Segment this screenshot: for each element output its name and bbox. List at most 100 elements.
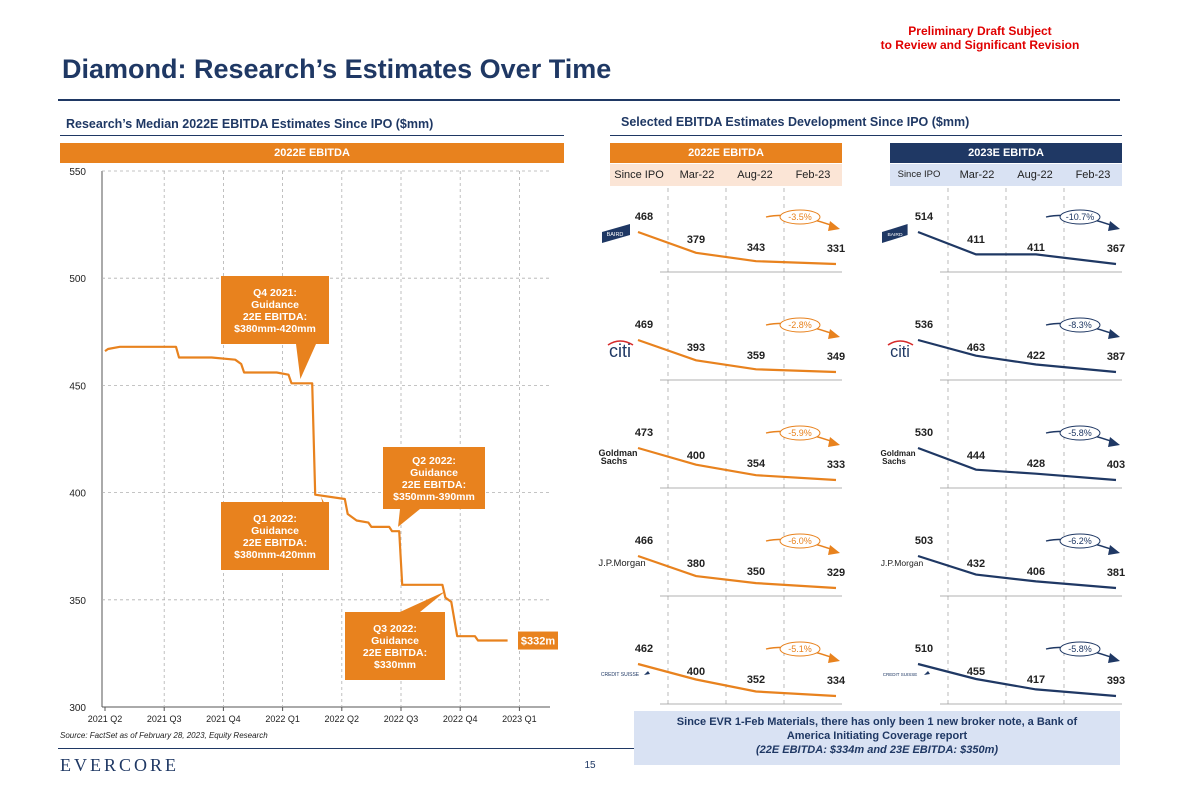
end-label-box	[518, 631, 558, 650]
change-arrow-head-2023	[1108, 221, 1120, 231]
callout-text: 22E EBITDA:	[243, 311, 307, 323]
callout-pointer	[400, 591, 446, 612]
jpmorgan-logo: J.P.Morgan	[881, 558, 924, 568]
callout-text: $350mm-390mm	[393, 491, 475, 503]
y-tick-label: 300	[69, 703, 86, 714]
columns-2023: Since IPO Mar-22 Aug-22 Feb-23	[890, 164, 1122, 186]
estimate-value-label: 411	[967, 234, 985, 246]
change-value-label: -2.8%	[788, 320, 812, 330]
change-value-label: -6.0%	[788, 536, 812, 546]
baird-logo-text: BAIRD	[607, 232, 624, 238]
callout-pointer	[398, 509, 420, 527]
y-tick-label: 450	[69, 381, 86, 392]
change-bubble-2023	[1059, 641, 1101, 657]
estimate-line-2023	[917, 230, 1117, 266]
baird-logo-text: BAIRD	[887, 232, 903, 238]
change-value-label: -5.8%	[1068, 428, 1092, 438]
estimate-line-2023	[917, 446, 1117, 482]
left-band: 2022E EBITDA	[60, 143, 564, 163]
callout-text: Q4 2021:	[253, 287, 297, 299]
estimate-value-label: 354	[747, 458, 766, 470]
estimate-value-label: 503	[915, 535, 933, 547]
callout-text: Guidance	[410, 467, 458, 479]
estimate-value-label: 473	[635, 427, 653, 439]
change-bubble-2022	[779, 209, 821, 225]
page-title: Diamond: Research’s Estimates Over Time	[62, 54, 612, 84]
update-note: Since EVR 1-Feb Materials, there has onl…	[634, 711, 1120, 765]
band-2023: 2023E EBITDA	[890, 143, 1122, 163]
change-bubble-2023	[1059, 209, 1101, 225]
callout-text: Guidance	[251, 525, 299, 537]
draft-notice: Preliminary Draft Subject to Review and …	[850, 24, 1110, 52]
change-bubble-2023	[1059, 317, 1101, 333]
credit-suisse-logo-text: CREDIT SUISSE	[883, 672, 917, 677]
estimate-value-label: 381	[1107, 567, 1125, 579]
change-arrow-head-2022	[828, 329, 840, 339]
estimate-line-2023	[917, 554, 1117, 590]
col-2022-feb: Feb-23	[795, 169, 831, 181]
citi-logo-text: citi	[609, 341, 631, 361]
estimate-value-label: 536	[915, 319, 933, 331]
update-note-line-3: (22E EBITDA: $334m and 23E EBITDA: $350m…	[755, 744, 999, 756]
change-arrow-head-2023	[1108, 329, 1120, 339]
callout-text: $330mm	[374, 659, 416, 671]
x-tick-label: 2023 Q1	[502, 714, 537, 724]
change-value-label: -3.5%	[788, 212, 812, 222]
y-tick-label: 550	[69, 167, 86, 178]
goldman-logo-line1: Goldman	[880, 449, 915, 458]
estimate-value-label: 343	[747, 242, 765, 254]
x-tick-label: 2022 Q4	[443, 714, 478, 724]
baird-logo-mark	[882, 224, 908, 243]
estimate-value-label: 400	[687, 450, 705, 462]
estimate-value-label: 359	[747, 350, 765, 362]
estimate-value-label: 387	[1107, 351, 1125, 363]
change-bubble-2022	[779, 425, 821, 441]
change-bubble-2023	[1059, 533, 1101, 549]
estimate-value-label: 406	[1027, 566, 1045, 578]
callout-box	[345, 612, 445, 680]
change-value-label: -5.9%	[788, 428, 812, 438]
col-2023-mar: Mar-22	[959, 169, 995, 181]
callout-text: Q3 2022:	[373, 623, 417, 635]
col-2022-mar: Mar-22	[679, 169, 715, 181]
citi-logo: citi	[607, 340, 634, 361]
draft-line-1: Preliminary Draft Subject	[908, 24, 1052, 38]
col-2022-aug: Aug-22	[737, 169, 773, 181]
change-arrow-head-2023	[1108, 545, 1120, 555]
estimate-value-label: 333	[827, 459, 845, 471]
change-arrow-head-2023	[1108, 437, 1120, 447]
callout-text: 22E EBITDA:	[363, 647, 427, 659]
credit-suisse-logo: CREDIT SUISSE	[601, 671, 650, 678]
estimate-value-label: 350	[747, 566, 765, 578]
estimate-value-label: 432	[967, 558, 985, 570]
change-arrow-head-2023	[1108, 653, 1120, 663]
estimate-value-label: 462	[635, 643, 653, 655]
change-bubble-2022	[779, 533, 821, 549]
baird-logo-mark	[602, 224, 630, 243]
jpmorgan-logo: J.P.Morgan	[598, 558, 645, 569]
estimate-line-2022	[637, 554, 837, 590]
callout-box	[383, 447, 485, 509]
footer-divider	[58, 748, 1120, 749]
change-bubble-2022	[779, 641, 821, 657]
change-value-label: -8.3%	[1068, 320, 1092, 330]
estimate-value-label: 455	[967, 666, 985, 678]
callout-text: 22E EBITDA:	[402, 479, 466, 491]
estimate-value-label: 334	[827, 675, 846, 687]
broker-estimates-panel: 468 379 343 331 -3.5% BAIRD 469 393 359 349 -2.8% c…	[598, 188, 1125, 705]
change-arrow-head-2022	[828, 545, 840, 555]
estimate-value-label: 468	[635, 211, 653, 223]
goldman-logo-line2: Sachs	[882, 457, 906, 466]
estimate-value-label: 417	[1027, 674, 1045, 686]
callout-text: Q1 2022:	[253, 513, 297, 525]
estimate-line-2022	[637, 338, 837, 374]
estimate-value-label: 530	[915, 427, 933, 439]
estimate-line-2023	[917, 338, 1117, 374]
callout-box	[221, 502, 329, 570]
y-tick-label: 400	[69, 489, 86, 500]
estimate-line-2022	[637, 662, 837, 698]
baird-logo: BAIRD	[602, 224, 630, 243]
